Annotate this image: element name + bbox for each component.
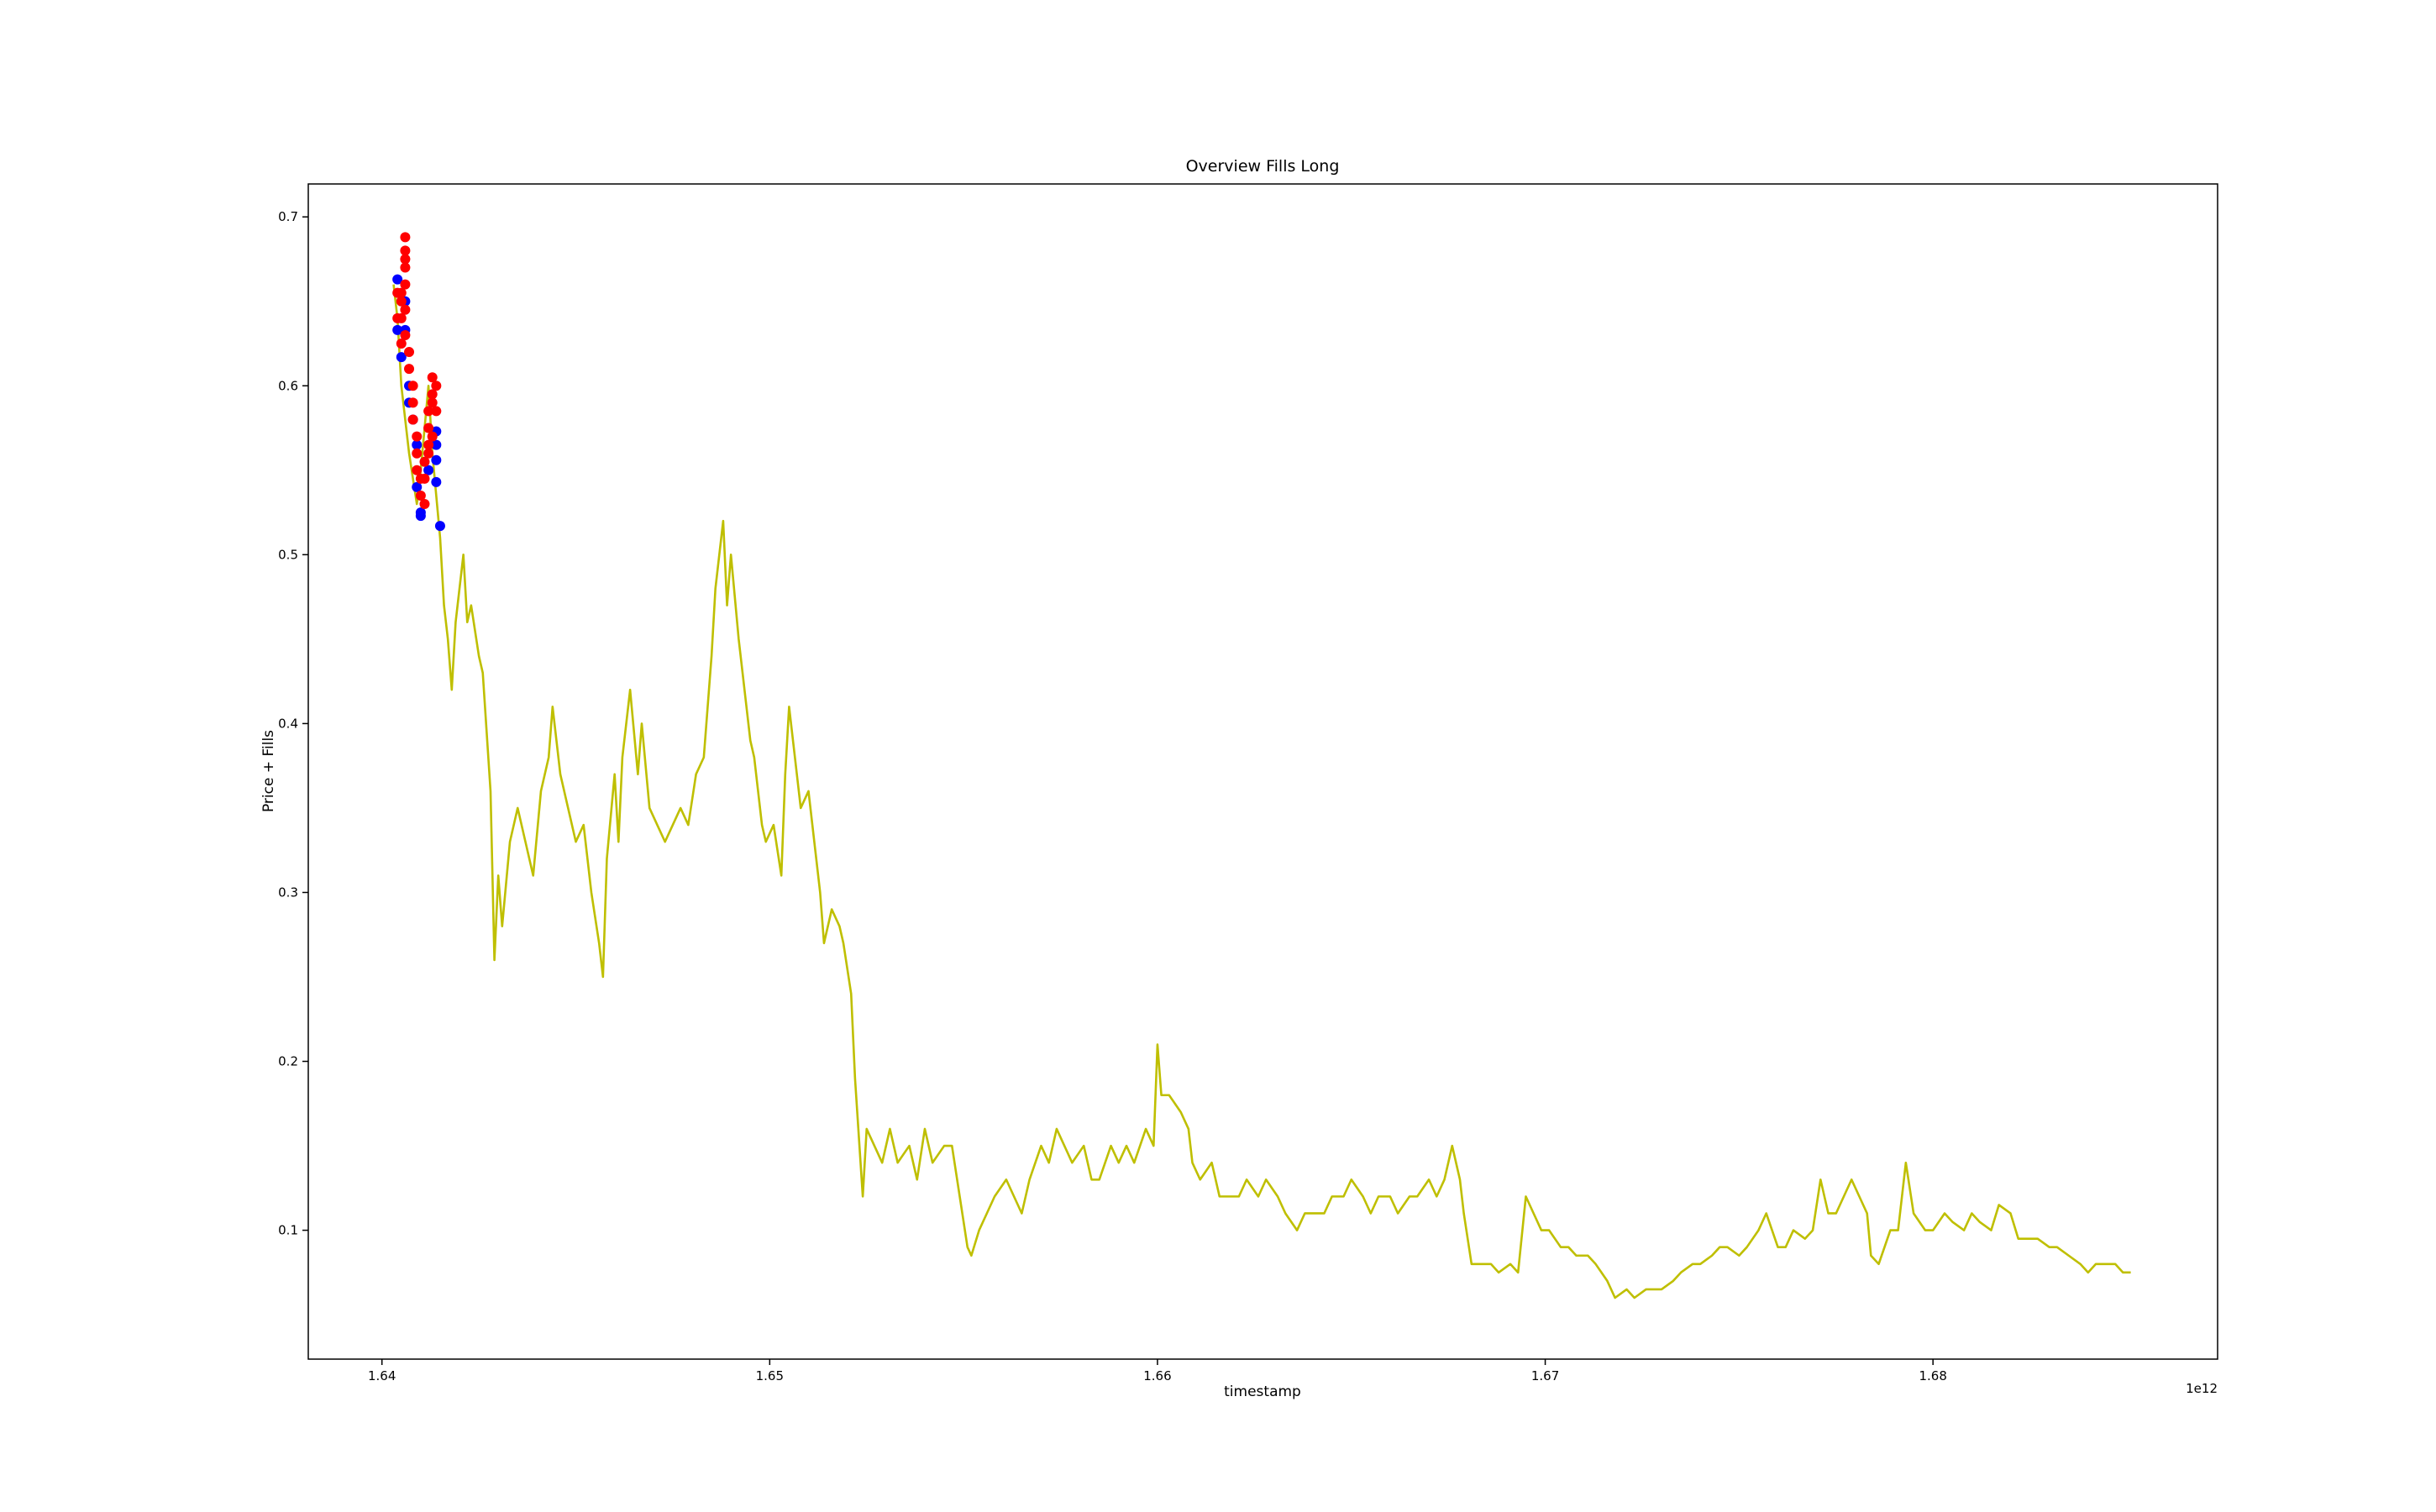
fill-point [412,439,423,450]
x-axis-label: timestamp [1224,1383,1301,1400]
fill-point [431,476,442,487]
fill-point [407,414,418,425]
fill-point [400,245,411,256]
fill-point [412,465,423,475]
fill-point [415,511,426,522]
y-tick-label: 0.7 [278,209,298,224]
price-line [392,284,2131,1299]
y-tick-label: 0.5 [278,547,298,562]
fill-point [407,397,418,408]
fill-point [431,381,442,391]
y-tick-label: 0.4 [278,716,298,731]
fill-point [419,456,430,467]
fill-point [407,381,418,391]
fill-point [412,431,423,442]
fill-point [396,339,407,349]
fill-point [427,397,438,408]
fill-point [431,439,442,450]
fill-point [400,232,411,243]
fill-point [400,304,411,315]
fill-point [415,490,426,501]
fill-point [431,406,442,417]
chart-title: Overview Fills Long [1186,157,1340,176]
fill-point [396,352,407,363]
x-tick-label: 1.68 [1919,1368,1946,1383]
fill-point [427,431,438,442]
fill-point [404,364,415,375]
y-axis-label: Price + Fills [260,730,277,812]
fill-point [423,465,434,475]
fill-point [400,254,411,265]
fill-point [392,324,403,335]
fill-point [400,279,411,290]
fill-point [419,473,430,484]
fill-point [419,499,430,510]
fill-point [423,448,434,459]
y-tick-label: 0.3 [278,885,298,900]
fill-point [427,389,438,400]
fill-point [412,448,423,459]
fill-point [396,296,407,307]
fill-point [392,274,403,285]
x-tick-label: 1.67 [1531,1368,1559,1383]
x-offset-label: 1e12 [2186,1381,2218,1396]
fill-point [434,521,445,532]
y-tick-label: 0.1 [278,1223,298,1238]
fill-point [427,372,438,383]
x-tick-label: 1.66 [1143,1368,1171,1383]
fill-point [412,481,423,492]
fill-point [423,439,434,450]
fill-point [392,312,403,323]
fill-point [423,423,434,433]
x-tick-label: 1.64 [368,1368,396,1383]
y-tick-label: 0.2 [278,1054,298,1069]
fill-point [400,262,411,273]
fill-point [431,454,442,465]
fill-point [404,347,415,358]
fill-point [423,406,434,417]
fill-point [400,329,411,340]
fill-point [392,287,403,298]
y-tick-label: 0.6 [278,378,298,393]
plot-frame [307,183,2218,1360]
x-tick-label: 1.65 [756,1368,784,1383]
